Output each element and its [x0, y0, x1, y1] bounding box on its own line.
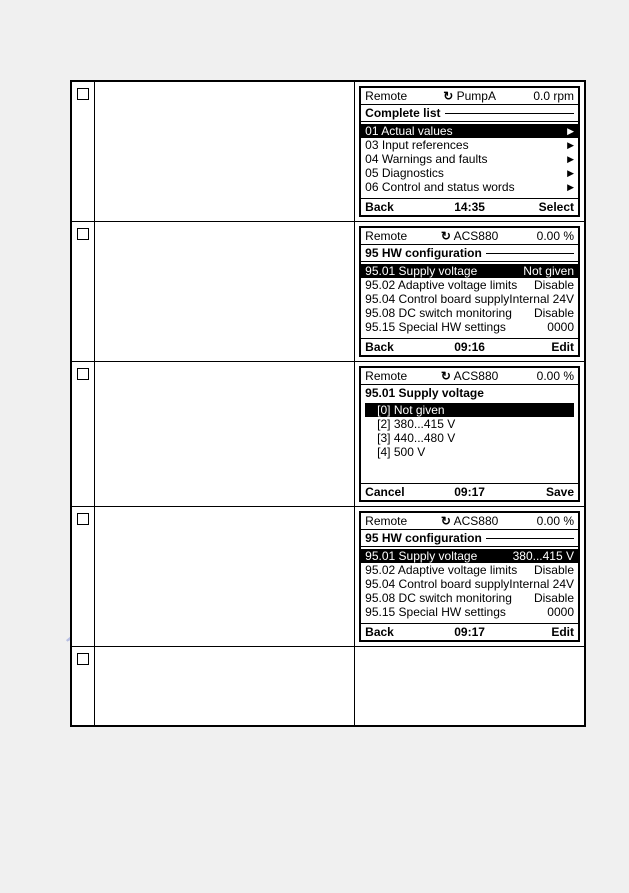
- param-row[interactable]: 95.04 Control board supplyInternal 24V: [361, 292, 578, 306]
- lcd-title-text: 95.01 Supply voltage: [365, 386, 484, 400]
- param-row[interactable]: 95.01 Supply voltage380...415 V: [361, 549, 578, 563]
- refresh-icon: [441, 229, 451, 243]
- menu-item[interactable]: 06 Control and status words▶: [361, 180, 578, 194]
- menu-item[interactable]: 01 Actual values▶: [361, 124, 578, 138]
- device-label: ACS880: [435, 369, 505, 383]
- mode-label: Remote: [365, 229, 435, 243]
- lcd-panel-3: Remote ACS8800.00 % 95.01 Supply voltage…: [359, 366, 580, 502]
- clock-label: 09:16: [435, 340, 505, 354]
- param-row[interactable]: 95.08 DC switch monitoringDisable: [361, 306, 578, 320]
- lcd-body: 01 Actual values▶ 03 Input references▶ 0…: [361, 122, 578, 198]
- param-row[interactable]: 95.02 Adaptive voltage limitsDisable: [361, 278, 578, 292]
- refresh-icon: [443, 89, 453, 103]
- lcd-panel-4: Remote ACS8800.00 % 95 HW configuration …: [359, 511, 580, 642]
- mode-label: Remote: [365, 514, 435, 528]
- param-row[interactable]: 95.04 Control board supplyInternal 24V: [361, 577, 578, 591]
- step-illustration: [94, 82, 354, 222]
- lcd-title-text: 95 HW configuration: [365, 531, 482, 545]
- clock-label: 09:17: [435, 485, 505, 499]
- step-checkbox-cell: [72, 82, 95, 222]
- param-row[interactable]: 95.01 Supply voltageNot given: [361, 264, 578, 278]
- softkey-left[interactable]: Cancel: [365, 485, 435, 499]
- steps-table: Remote PumpA 0.0 rpm Complete list 01 Ac…: [71, 81, 585, 726]
- softkey-right[interactable]: Save: [504, 485, 574, 499]
- softkey-right[interactable]: Edit: [504, 625, 574, 639]
- step-illustration: [94, 362, 354, 507]
- checkbox-icon[interactable]: [77, 228, 89, 240]
- value-label: 0.00 %: [504, 229, 574, 243]
- clock-label: 14:35: [435, 200, 505, 214]
- lcd-title-text: 95 HW configuration: [365, 246, 482, 260]
- softkey-left[interactable]: Back: [365, 340, 435, 354]
- softkey-left[interactable]: Back: [365, 625, 435, 639]
- param-row[interactable]: 95.15 Special HW settings0000: [361, 320, 578, 334]
- checkbox-icon[interactable]: [77, 368, 89, 380]
- step-illustration: [94, 647, 354, 726]
- step-illustration: [94, 222, 354, 362]
- manual-page: Remote PumpA 0.0 rpm Complete list 01 Ac…: [70, 80, 586, 727]
- param-row[interactable]: 95.15 Special HW settings0000: [361, 605, 578, 619]
- step-illustration: [94, 507, 354, 647]
- mode-label: Remote: [365, 89, 435, 103]
- menu-item[interactable]: 03 Input references▶: [361, 138, 578, 152]
- refresh-icon: [441, 514, 451, 528]
- mode-label: Remote: [365, 369, 435, 383]
- softkey-right[interactable]: Edit: [504, 340, 574, 354]
- checkbox-icon[interactable]: [77, 88, 89, 100]
- device-label: PumpA: [435, 89, 505, 103]
- empty-cell: [355, 647, 585, 726]
- softkey-right[interactable]: Select: [504, 200, 574, 214]
- device-label: ACS880: [435, 229, 505, 243]
- param-row[interactable]: 95.08 DC switch monitoringDisable: [361, 591, 578, 605]
- device-label: ACS880: [435, 514, 505, 528]
- lcd-footer: Back 14:35 Select: [361, 198, 578, 215]
- checkbox-icon[interactable]: [77, 653, 89, 665]
- value-label: 0.00 %: [504, 369, 574, 383]
- option-row[interactable]: [3] 440...480 V: [361, 431, 578, 445]
- softkey-left[interactable]: Back: [365, 200, 435, 214]
- param-row[interactable]: 95.02 Adaptive voltage limitsDisable: [361, 563, 578, 577]
- checkbox-icon[interactable]: [77, 513, 89, 525]
- lcd-title: Complete list: [361, 105, 578, 122]
- menu-item[interactable]: 04 Warnings and faults▶: [361, 152, 578, 166]
- lcd-header: Remote PumpA 0.0 rpm: [361, 88, 578, 105]
- clock-label: 09:17: [435, 625, 505, 639]
- lcd-panel-1: Remote PumpA 0.0 rpm Complete list 01 Ac…: [359, 86, 580, 217]
- value-label: 0.00 %: [504, 514, 574, 528]
- refresh-icon: [441, 369, 451, 383]
- menu-item[interactable]: 05 Diagnostics▶: [361, 166, 578, 180]
- option-row[interactable]: [4] 500 V: [361, 445, 578, 459]
- value-label: 0.0 rpm: [504, 89, 574, 103]
- option-row[interactable]: [0] Not given: [365, 403, 574, 417]
- option-row[interactable]: [2] 380...415 V: [361, 417, 578, 431]
- lcd-panel-2: Remote ACS8800.00 % 95 HW configuration …: [359, 226, 580, 357]
